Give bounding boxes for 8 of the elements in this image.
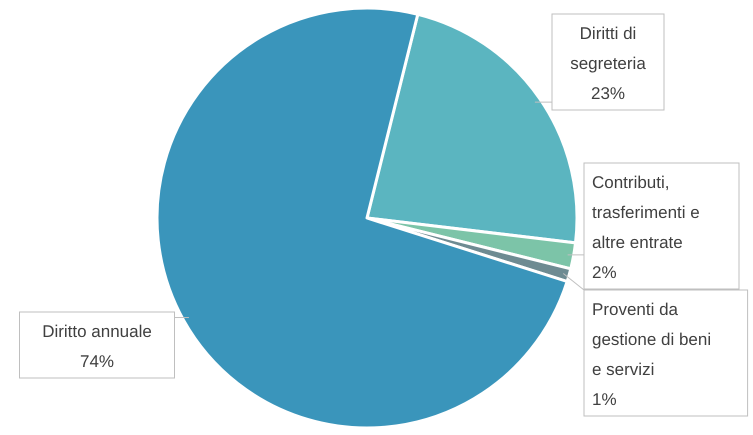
slice-label: Contributi, trasferimenti e altre entrate bbox=[592, 173, 700, 252]
data-label: 23% bbox=[590, 84, 626, 103]
slice-label: Diritto annuale bbox=[42, 322, 152, 341]
slice-label: Proventi da gestione di beni e servizi bbox=[592, 300, 712, 379]
data-label: 74% bbox=[80, 352, 114, 371]
slice-label: Diritti di segreteria bbox=[570, 24, 646, 73]
data-label: 1% bbox=[592, 390, 617, 409]
data-label: 2% bbox=[592, 263, 617, 282]
